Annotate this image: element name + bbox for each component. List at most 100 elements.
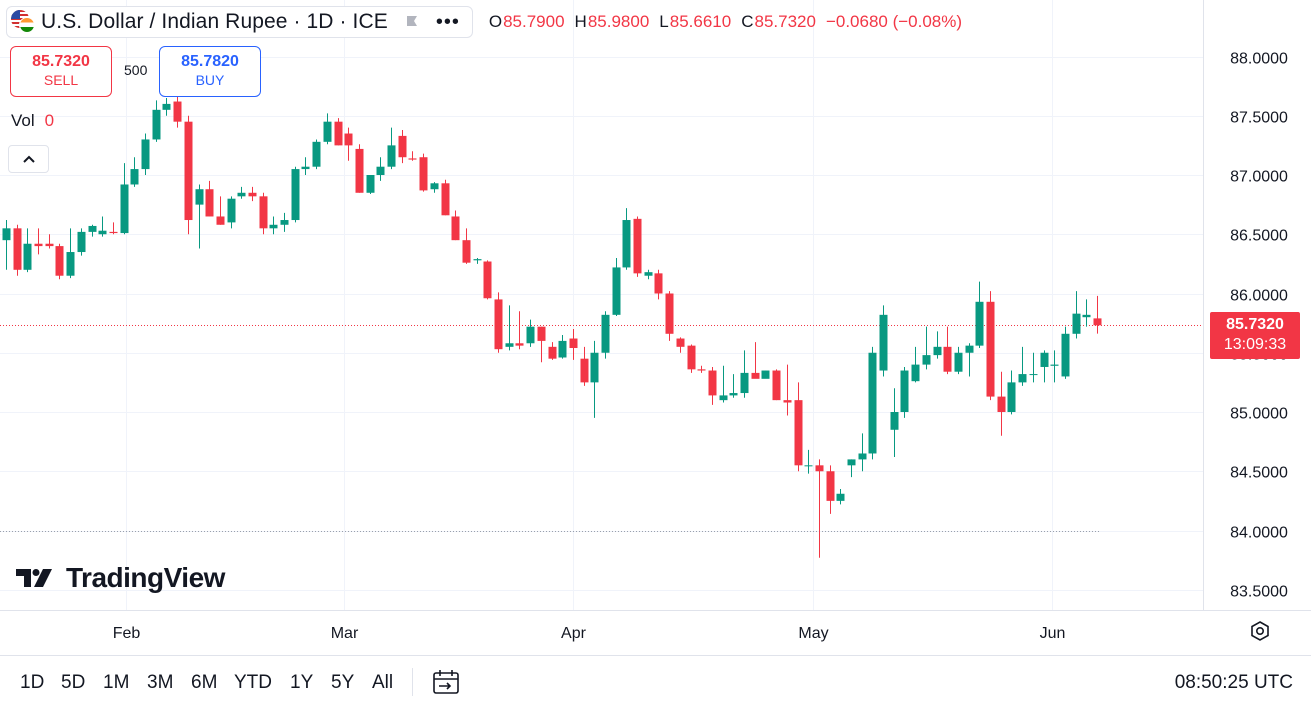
candle-body: [376, 166, 385, 175]
time-axis[interactable]: Feb Mar Apr May Jun: [113, 625, 1066, 642]
candle-body: [387, 145, 396, 167]
bar-countdown: 13:09:33: [1223, 336, 1287, 353]
candle-body: [569, 338, 578, 349]
sell-price: 85.7320: [32, 53, 90, 70]
candle: [473, 257, 482, 264]
candle: [740, 350, 749, 398]
candle: [376, 157, 385, 181]
candle: [13, 224, 22, 276]
candle-body: [162, 103, 171, 110]
candle: [77, 228, 86, 256]
last-price-value: 85.7320: [1226, 316, 1284, 333]
legend-bar: U.S. Dollar / Indian Rupee · 1D · ICE ••…: [6, 6, 972, 38]
candle: [654, 269, 663, 300]
candle-body: [783, 400, 792, 403]
symbol-title[interactable]: U.S. Dollar / Indian Rupee · 1D · ICE: [41, 10, 388, 33]
logo-text: TradingView: [66, 562, 225, 593]
candle: [644, 269, 653, 280]
flag-icon[interactable]: [404, 14, 420, 30]
candle: [430, 182, 439, 193]
range-1d-button[interactable]: 1D: [20, 672, 45, 693]
candle: [1018, 346, 1027, 386]
candle: [826, 465, 835, 514]
volume-legend[interactable]: Vol 0: [11, 111, 54, 131]
candle: [494, 292, 503, 353]
candle: [98, 216, 107, 237]
buy-price: 85.7820: [181, 53, 239, 70]
candle: [783, 364, 792, 416]
close-key: C: [741, 12, 754, 31]
candle: [162, 97, 171, 116]
range-5d-button[interactable]: 5D: [61, 672, 86, 693]
candle-body: [794, 400, 803, 466]
x-tick-label: May: [798, 625, 828, 642]
utc-clock[interactable]: 08:50:25 UTC: [1174, 672, 1293, 693]
candle-body: [441, 183, 450, 216]
candle: [965, 343, 974, 377]
candle-body: [708, 370, 717, 396]
collapse-legend-button[interactable]: [8, 145, 49, 173]
candle: [922, 326, 931, 370]
candle-body: [334, 121, 343, 146]
candle: [205, 180, 214, 217]
range-all-button[interactable]: All: [372, 672, 394, 693]
sell-button[interactable]: 85.7320 SELL: [10, 46, 112, 97]
candle-body: [933, 346, 942, 356]
go-to-date-icon[interactable]: [431, 668, 461, 696]
range-5y-button[interactable]: 5Y: [331, 672, 355, 693]
candle-body: [366, 175, 375, 193]
order-quantity[interactable]: 500: [124, 62, 148, 78]
candle-body: [237, 192, 246, 197]
axis-settings-icon[interactable]: [1249, 620, 1271, 642]
high-key: H: [574, 12, 587, 31]
x-tick-label: Jun: [1040, 625, 1066, 642]
more-dots-icon[interactable]: •••: [435, 10, 460, 33]
candle-body: [772, 370, 781, 401]
range-ytd-button[interactable]: YTD: [234, 672, 272, 693]
candle: [772, 369, 781, 401]
candle: [751, 342, 760, 379]
candle: [1061, 326, 1070, 379]
candles: [2, 96, 1102, 558]
bottom-toolbar: 1D 5D 1M 3M 6M YTD 1Y 5Y All 08:50:25 UT…: [0, 655, 1311, 704]
candle-body: [494, 299, 503, 350]
candle-body: [45, 243, 54, 247]
range-1m-button[interactable]: 1M: [103, 672, 130, 693]
candle-body: [205, 189, 214, 217]
candle: [526, 319, 535, 347]
symbol-header[interactable]: U.S. Dollar / Indian Rupee · 1D · ICE ••…: [6, 6, 473, 38]
candle-body: [505, 343, 514, 347]
candle: [280, 212, 289, 232]
open-value: 85.7900: [503, 12, 565, 31]
candle: [451, 210, 460, 241]
candle: [622, 208, 631, 270]
buy-label: BUY: [195, 72, 225, 88]
candle-body: [259, 196, 268, 229]
candle: [141, 133, 150, 175]
range-1y-button[interactable]: 1Y: [290, 672, 314, 693]
range-3m-button[interactable]: 3M: [147, 672, 174, 693]
buy-button[interactable]: 85.7820 BUY: [159, 46, 261, 97]
candle: [537, 326, 546, 363]
candle-body: [601, 314, 610, 353]
range-6m-button[interactable]: 6M: [191, 672, 218, 693]
volume-label: Vol: [11, 111, 35, 130]
candle: [408, 151, 417, 161]
candle-body: [1007, 382, 1016, 412]
candle: [216, 196, 225, 225]
price-chart[interactable]: 88.000087.500087.000086.500086.000085.50…: [0, 0, 1311, 655]
candle: [1050, 350, 1059, 383]
candle: [1072, 291, 1081, 339]
candle: [120, 163, 129, 235]
volume-value: 0: [44, 111, 55, 130]
candle-body: [986, 301, 995, 397]
candle-body: [355, 148, 364, 193]
candle-body: [344, 133, 353, 146]
tradingview-logo[interactable]: TradingView: [14, 562, 225, 594]
candle: [152, 100, 161, 142]
candle-body: [141, 139, 150, 170]
y-tick-label: 86.0000: [1230, 288, 1288, 305]
ohlc-values: O 85.7900 H 85.9800 L 85.6610 C 85.7320 …: [489, 12, 972, 32]
price-axis[interactable]: 88.000087.500087.000086.500086.000085.50…: [1230, 51, 1288, 601]
candle: [879, 305, 888, 377]
